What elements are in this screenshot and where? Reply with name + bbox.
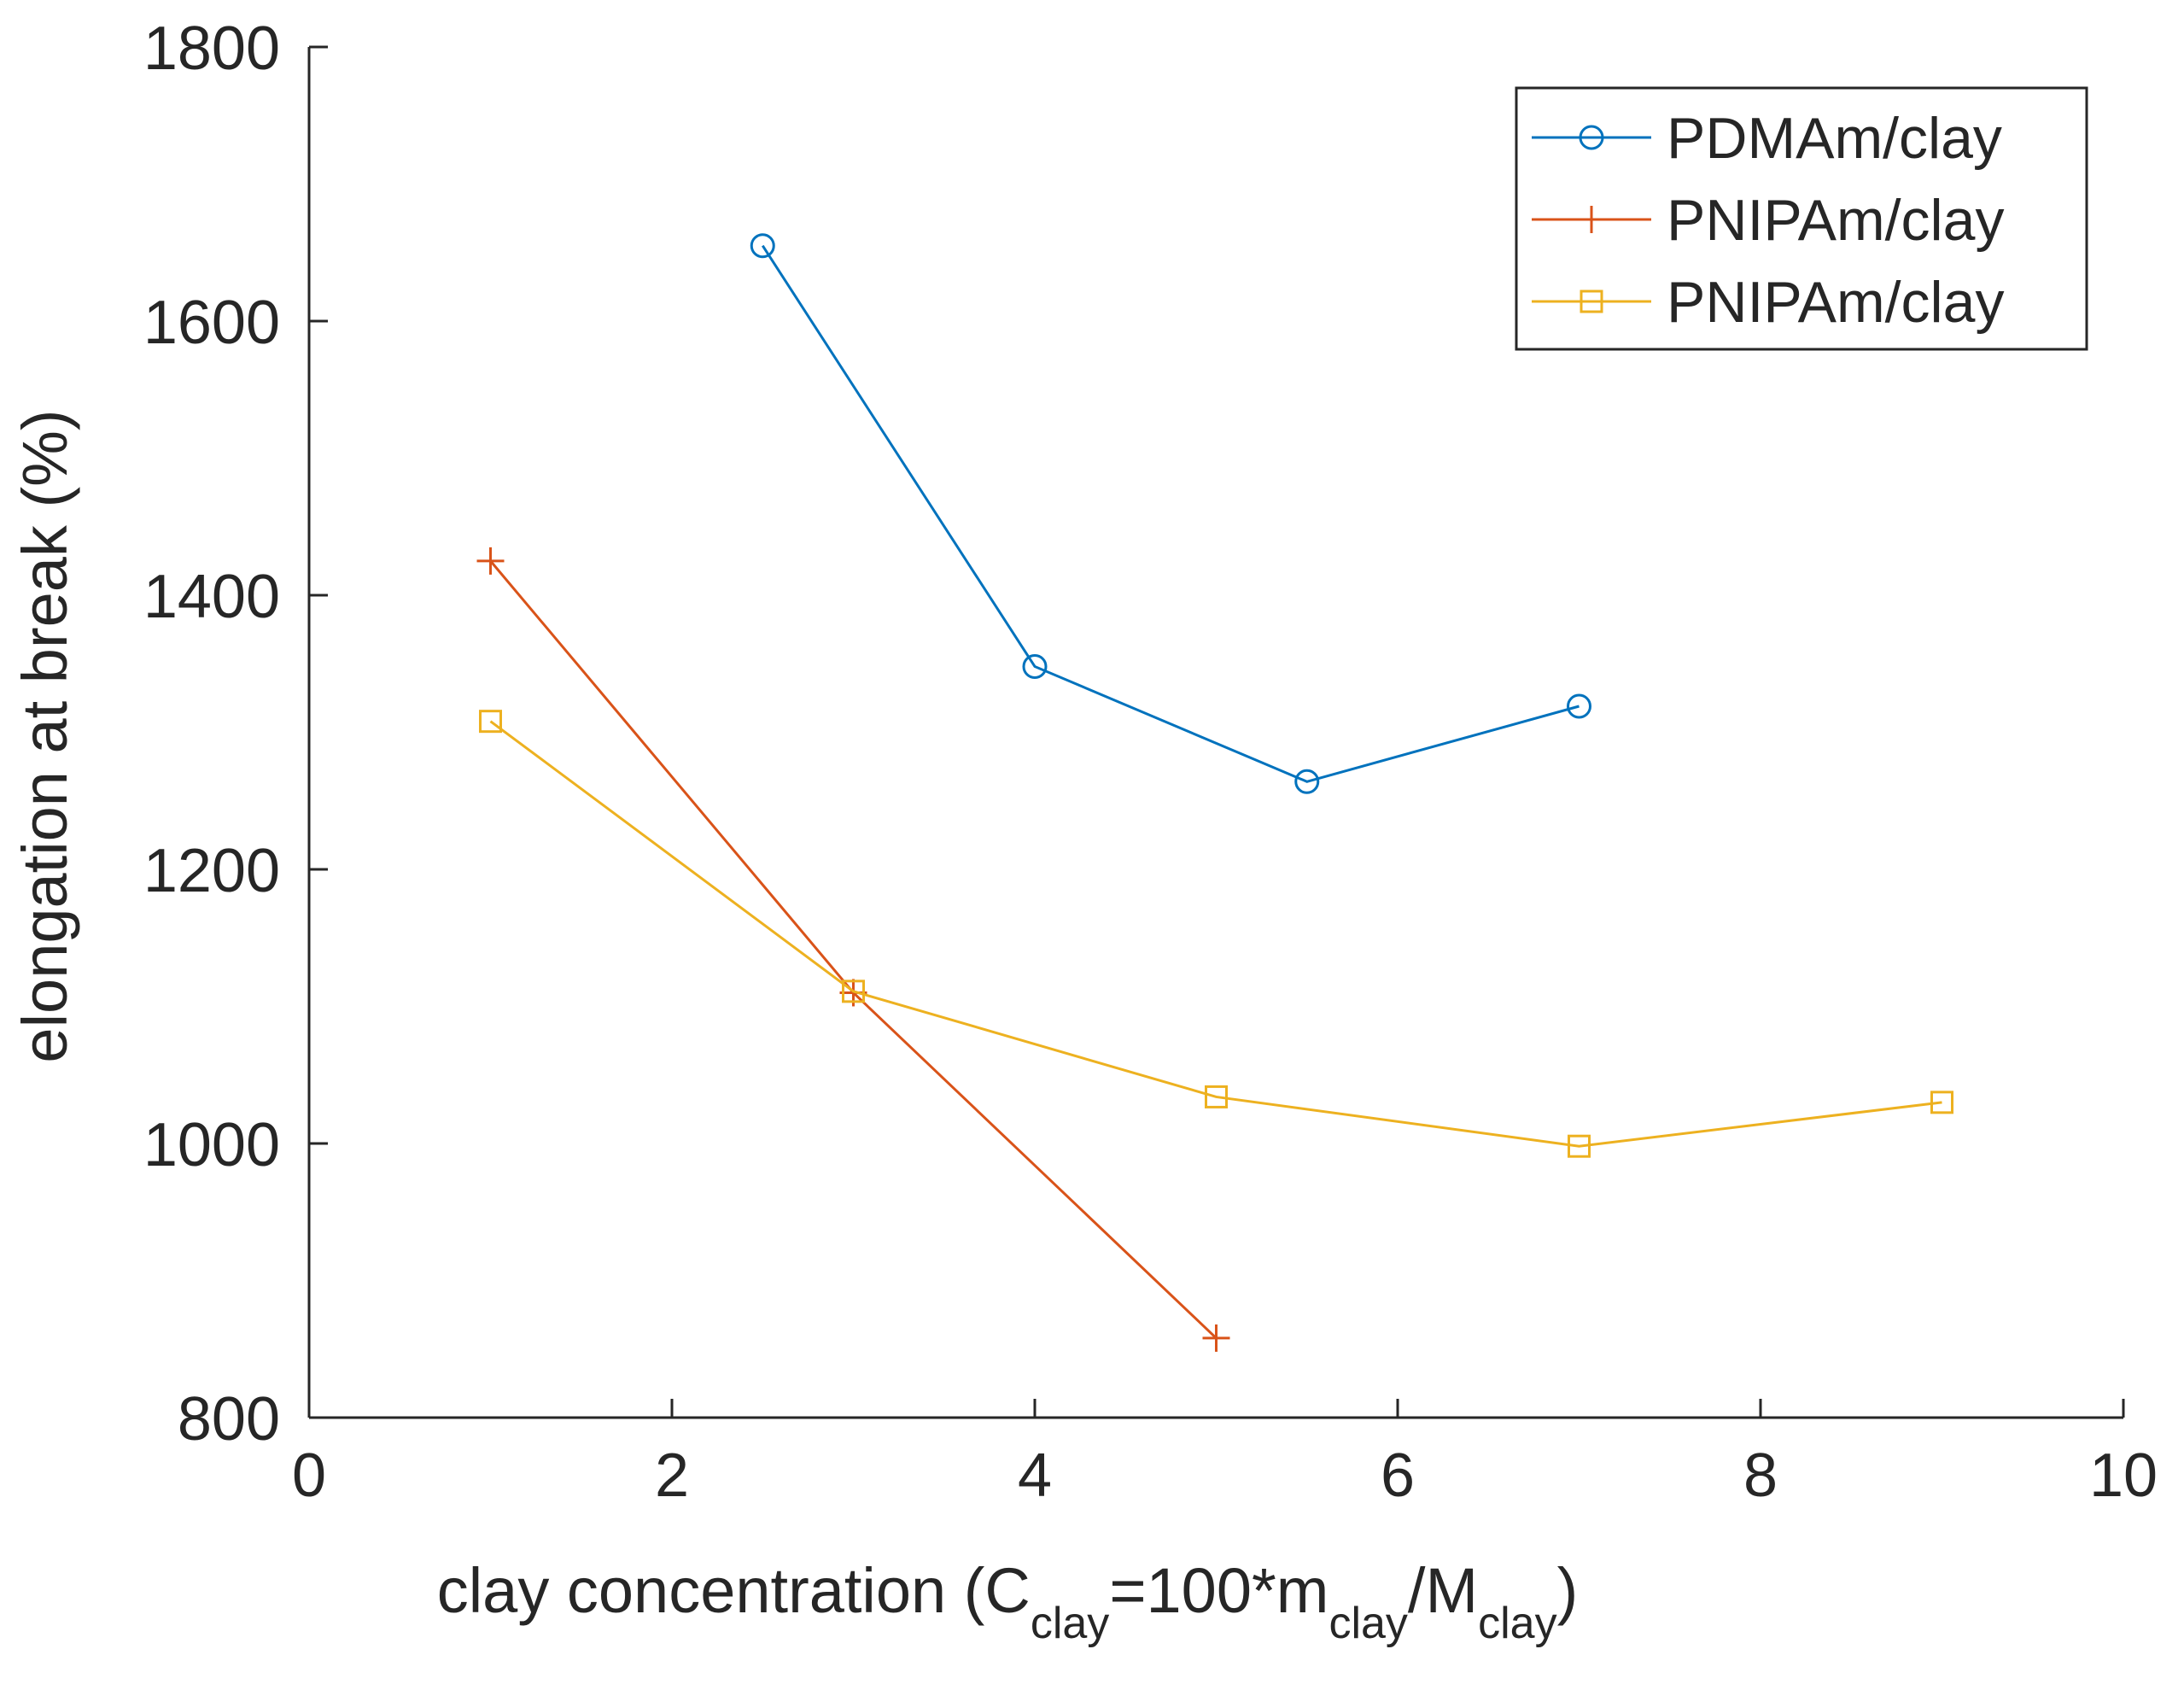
series-2-point xyxy=(1202,1324,1230,1352)
series-1-point xyxy=(1022,653,1048,679)
x-axis-title-suffix: ) xyxy=(1557,1555,1579,1626)
legend: PDMAm/clay PNIPAm/clay PNIPAm/clay xyxy=(1515,86,2088,351)
y-tick-label: 1800 xyxy=(143,15,280,83)
series-1 xyxy=(750,233,1591,794)
axes: 0 2 4 6 8 10 800 1000 1200 1400 1600 1800 xyxy=(143,15,2158,1510)
legend-item: PNIPAm/clay xyxy=(1532,188,2004,253)
series-1-point xyxy=(750,233,775,259)
y-tick-label: 800 xyxy=(178,1385,280,1453)
y-tick-label: 1000 xyxy=(143,1111,280,1179)
series-2-point xyxy=(476,547,505,575)
series-1-point xyxy=(1294,769,1320,794)
x-axis-title-sub1: clay xyxy=(1031,1599,1109,1648)
series-1-point xyxy=(1567,693,1591,719)
y-tick-label: 1600 xyxy=(143,289,280,357)
x-tick-label: 4 xyxy=(1018,1442,1052,1510)
x-tick-label: 8 xyxy=(1743,1442,1778,1510)
x-axis-title-sub2: clay xyxy=(1329,1599,1407,1648)
x-axis-title-mid2: /M xyxy=(1408,1555,1478,1626)
x-axis-title-sub3: clay xyxy=(1478,1599,1556,1648)
y-tick-label: 1200 xyxy=(143,837,280,905)
x-tick-label: 0 xyxy=(292,1442,326,1510)
legend-marker xyxy=(1579,125,1604,150)
series-3 xyxy=(479,710,1953,1158)
series-layer xyxy=(476,233,1953,1352)
x-tick-label: 10 xyxy=(2089,1442,2158,1510)
y-axis-title: elongation at break (%) xyxy=(9,409,80,1062)
legend-marker xyxy=(1578,206,1605,233)
series-3-point xyxy=(842,980,865,1003)
x-axis-title-mid1: =100*m xyxy=(1109,1555,1329,1626)
x-axis-title-prefix: clay concentration (C xyxy=(437,1555,1031,1626)
series-3-point xyxy=(1568,1134,1591,1158)
series-3-line xyxy=(489,720,1942,1148)
y-tick-label: 1400 xyxy=(143,563,280,631)
series-3-point xyxy=(1205,1085,1228,1108)
legend-item: PNIPAm/clay xyxy=(1532,270,2004,335)
legend-label: PNIPAm/clay xyxy=(1667,188,2004,253)
series-3-point xyxy=(479,710,502,734)
legend-marker xyxy=(1580,289,1603,313)
series-3-point xyxy=(1930,1091,1953,1114)
x-tick-label: 6 xyxy=(1381,1442,1415,1510)
x-tick-label: 2 xyxy=(655,1442,689,1510)
series-1-line xyxy=(761,244,1580,783)
x-axis-title: clay concentration (Cclay=100*mclay/Mcla… xyxy=(437,1555,1579,1648)
legend-label: PDMAm/clay xyxy=(1667,106,2002,171)
legend-item: PDMAm/clay xyxy=(1532,106,2002,171)
legend-label: PNIPAm/clay xyxy=(1667,270,2004,335)
